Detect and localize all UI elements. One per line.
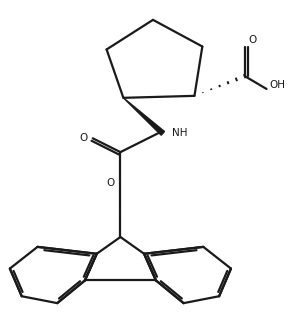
Text: O: O: [249, 34, 257, 44]
Text: OH: OH: [270, 80, 285, 90]
Polygon shape: [123, 98, 164, 135]
Text: O: O: [79, 133, 88, 143]
Text: NH: NH: [172, 128, 187, 138]
Text: O: O: [106, 178, 115, 188]
